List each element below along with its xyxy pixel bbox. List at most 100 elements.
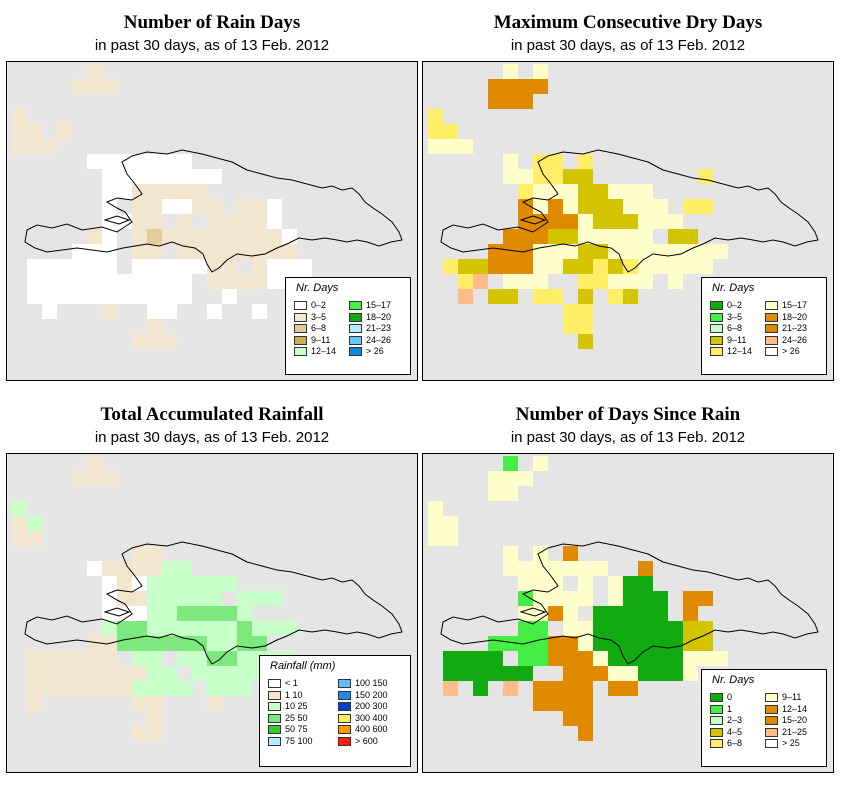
grid-cell [668,229,683,244]
grid-cell [533,64,548,79]
grid-cell [162,274,177,289]
grid-cell [87,651,102,666]
grid-cell [102,621,117,636]
grid-cell [578,259,593,274]
grid-cell [578,636,593,651]
grid-cell [72,274,87,289]
grid-cell [638,576,653,591]
grid-cell [518,666,533,681]
grid-cell [177,274,192,289]
grid-cell [117,666,132,681]
legend-label: 6–8 [727,323,743,333]
grid-cell [593,229,608,244]
grid-cell [548,184,563,199]
legend-swatch [338,736,351,746]
legend-label: 2–3 [727,715,743,725]
grid-cell [132,606,147,621]
grid-cell [237,621,252,636]
grid-cell [207,606,222,621]
legend-label: 10 25 [285,701,308,711]
grid-cell [608,259,623,274]
grid-cell [563,184,578,199]
grid-cell [147,154,162,169]
grid-cell [222,576,237,591]
grid-cell [578,576,593,591]
grid-cell [533,289,548,304]
grid-cell [237,199,252,214]
grid-cell [533,636,548,651]
grid-cell [207,636,222,651]
grid-cell [27,531,42,546]
grid-cell [608,576,623,591]
legend-swatch [765,301,778,310]
legend-swatch [710,716,723,725]
grid-cell [533,259,548,274]
grid-cell [443,681,458,696]
legend-label: 150 200 [355,689,388,700]
grid-cell [698,621,713,636]
grid-cell [222,636,237,651]
grid-cell [623,681,638,696]
grid-cell [147,244,162,259]
grid-cell [147,561,162,576]
grid-cell [102,259,117,274]
legend-days-since-rain: Nr. Days 0 1 2–3 4–5 6–8 9–11 12–14 15–20 21–25 >… [701,669,827,767]
grid-cell [443,531,458,546]
grid-cell [252,214,267,229]
legend-label: 0–2 [727,300,743,310]
grid-cell [222,244,237,259]
grid-cell [267,621,282,636]
grid-cell [177,289,192,304]
grid-cell [147,214,162,229]
grid-cell [267,274,282,289]
grid-cell [458,651,473,666]
grid-cell [102,274,117,289]
grid-cell [578,304,593,319]
grid-cell [87,561,102,576]
grid-cell [102,666,117,681]
grid-cell [207,696,222,711]
grid-cell [132,546,147,561]
grid-cell [117,561,132,576]
panel-subtitle: in past 30 days, as of 13 Feb. 2012 [94,429,330,446]
legend-label: 12–14 [727,346,753,356]
grid-cell [698,199,713,214]
grid-cell [147,726,162,741]
grid-cell [623,591,638,606]
grid-cell [132,666,147,681]
grid-cell [27,139,42,154]
grid-cell [623,651,638,666]
grid-cell [518,651,533,666]
grid-cell [27,259,42,274]
grid-cell [237,666,252,681]
grid-cell [458,289,473,304]
grid-cell [57,259,72,274]
grid-cell [162,681,177,696]
legend-swatch [765,739,778,748]
grid-cell [668,244,683,259]
legend-swatch [349,324,362,333]
grid-cell [42,651,57,666]
grid-cell [102,304,117,319]
panel-title: Maximum Consecutive Dry Days [493,12,763,33]
grid-cell [12,109,27,124]
grid-cell [518,621,533,636]
grid-cell [177,681,192,696]
grid-cell [117,169,132,184]
grid-cell [638,244,653,259]
grid-cell [147,651,162,666]
grid-cell [57,681,72,696]
grid-cell [147,319,162,334]
grid-cell [578,711,593,726]
grid-cell [162,606,177,621]
legend-swatch [338,679,351,688]
grid-cell [117,274,132,289]
grid-cell [668,274,683,289]
grid-cell [132,259,147,274]
grid-cell [638,606,653,621]
grid-cell [222,214,237,229]
grid-cell [608,199,623,214]
grid-cell [563,169,578,184]
grid-cell [237,244,252,259]
